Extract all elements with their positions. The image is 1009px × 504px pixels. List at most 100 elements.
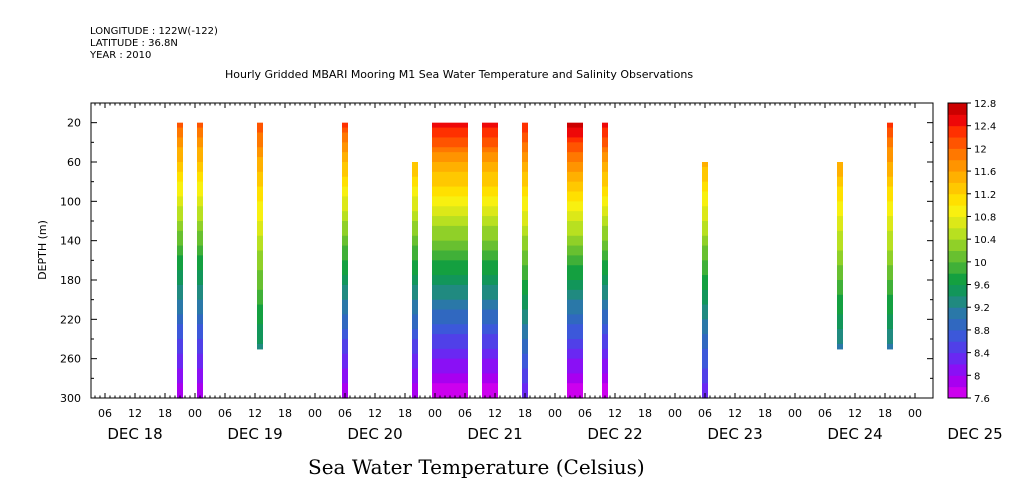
x-tick-label: 12 bbox=[608, 407, 622, 420]
temperature-cell bbox=[702, 348, 708, 355]
temperature-cell bbox=[257, 343, 263, 350]
temperature-cell bbox=[887, 181, 893, 188]
temperature-cell bbox=[567, 132, 583, 139]
temperature-cell bbox=[602, 309, 608, 316]
temperature-cell bbox=[342, 299, 348, 306]
x-tick-label: 06 bbox=[698, 407, 712, 420]
temperature-cell bbox=[567, 270, 583, 276]
temperature-cell bbox=[342, 137, 348, 143]
temperature-cell bbox=[177, 157, 183, 163]
temperature-cell bbox=[432, 191, 468, 198]
temperature-cell bbox=[567, 196, 583, 202]
temperature-cell bbox=[197, 186, 203, 193]
temperature-cell bbox=[197, 265, 203, 271]
colorbar-label: 9.2 bbox=[974, 303, 990, 314]
colorbar-swatch bbox=[948, 352, 967, 365]
temperature-cell bbox=[482, 314, 498, 320]
x-tick-label: 12 bbox=[728, 407, 742, 420]
temperature-cell bbox=[342, 132, 348, 139]
temperature-cell bbox=[702, 230, 708, 237]
colorbar-swatch bbox=[948, 284, 967, 297]
temperature-cell bbox=[257, 260, 263, 266]
temperature-cell bbox=[837, 225, 843, 232]
temperature-cell bbox=[522, 304, 528, 311]
temperature-cell bbox=[522, 339, 528, 345]
temperature-cell bbox=[197, 275, 203, 281]
temperature-cell bbox=[177, 348, 183, 355]
temperature-cell bbox=[522, 309, 528, 316]
temperature-cell bbox=[177, 289, 183, 296]
y-tick-label: 100 bbox=[60, 195, 81, 208]
temperature-cell bbox=[432, 162, 468, 168]
temperature-cell bbox=[567, 304, 583, 311]
temperature-cell bbox=[887, 343, 893, 350]
temperature-cell bbox=[887, 142, 893, 148]
temperature-cell bbox=[567, 299, 583, 306]
temperature-cell bbox=[412, 265, 418, 271]
colorbar-swatch bbox=[948, 273, 967, 286]
temperature-cell bbox=[482, 171, 498, 178]
temperature-cell bbox=[197, 127, 203, 134]
temperature-cell bbox=[567, 181, 583, 188]
temperature-cell bbox=[522, 299, 528, 306]
temperature-cell bbox=[177, 191, 183, 198]
temperature-cell bbox=[702, 166, 708, 173]
temperature-bar bbox=[197, 122, 203, 399]
temperature-cell bbox=[412, 176, 418, 183]
temperature-cell bbox=[342, 250, 348, 257]
temperature-cell bbox=[602, 211, 608, 217]
temperature-cell bbox=[412, 378, 418, 384]
temperature-cell bbox=[887, 240, 893, 247]
temperature-cell bbox=[602, 289, 608, 296]
temperature-cell bbox=[702, 176, 708, 183]
temperature-cell bbox=[177, 280, 183, 286]
temperature-cell bbox=[177, 235, 183, 242]
temperature-cell bbox=[482, 235, 498, 242]
y-tick-label: 180 bbox=[60, 274, 81, 287]
temperature-cell bbox=[177, 319, 183, 325]
temperature-cell bbox=[412, 309, 418, 316]
x-tick-label: 00 bbox=[188, 407, 202, 420]
x-day-label: DEC 22 bbox=[587, 425, 642, 443]
temperature-cell bbox=[342, 216, 348, 222]
temperature-cell bbox=[887, 176, 893, 183]
temperature-cell bbox=[837, 309, 843, 316]
temperature-cell bbox=[177, 314, 183, 320]
temperature-cell bbox=[197, 388, 203, 394]
temperature-cell bbox=[197, 329, 203, 335]
temperature-cell bbox=[342, 363, 348, 370]
temperature-cell bbox=[432, 122, 468, 129]
temperature-cell bbox=[342, 196, 348, 202]
temperature-cell bbox=[177, 255, 183, 261]
temperature-cell bbox=[342, 309, 348, 316]
temperature-cell bbox=[482, 132, 498, 139]
temperature-cell bbox=[602, 250, 608, 257]
temperature-cell bbox=[412, 348, 418, 355]
temperature-cell bbox=[702, 235, 708, 242]
temperature-cell bbox=[567, 329, 583, 335]
temperature-cell bbox=[567, 368, 583, 375]
temperature-cell bbox=[197, 235, 203, 242]
temperature-cell bbox=[432, 132, 468, 139]
temperature-cell bbox=[602, 363, 608, 370]
temperature-cell bbox=[177, 137, 183, 143]
temperature-cell bbox=[432, 181, 468, 188]
temperature-cell bbox=[342, 240, 348, 247]
temperature-cell bbox=[177, 132, 183, 139]
y-tick-label: 220 bbox=[60, 313, 81, 326]
temperature-cell bbox=[567, 309, 583, 316]
temperature-cell bbox=[197, 171, 203, 178]
colorbar-swatch bbox=[948, 307, 967, 320]
temperature-cell bbox=[432, 216, 468, 222]
y-axis-label: DEPTH (m) bbox=[36, 220, 49, 280]
temperature-cell bbox=[257, 314, 263, 320]
temperature-cell bbox=[197, 304, 203, 311]
temperature-cell bbox=[197, 137, 203, 143]
temperature-cell bbox=[702, 363, 708, 370]
temperature-cell bbox=[887, 284, 893, 291]
temperature-cell bbox=[412, 216, 418, 222]
temperature-cell bbox=[432, 240, 468, 247]
temperature-cell bbox=[522, 211, 528, 217]
temperature-cell bbox=[432, 339, 468, 345]
temperature-cell bbox=[412, 181, 418, 188]
